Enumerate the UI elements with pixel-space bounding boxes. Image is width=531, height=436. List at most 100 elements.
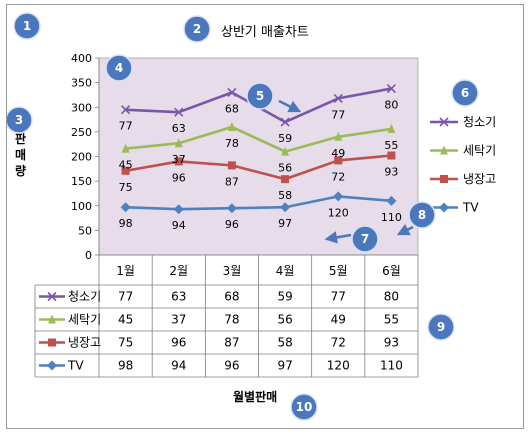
annotation-arrows — [278, 99, 414, 244]
table-cell: 55 — [384, 313, 399, 327]
data-label: 93 — [384, 166, 398, 179]
y-axis-label-char: 매 — [15, 147, 26, 162]
callout-8: 8 — [408, 201, 436, 229]
data-label: 77 — [119, 120, 133, 133]
callout-6: 6 — [451, 79, 479, 107]
data-point — [121, 166, 130, 175]
table-cell: 37 — [171, 313, 186, 327]
x-tick-label: 6월 — [382, 264, 401, 278]
callout-9: 9 — [427, 313, 455, 341]
data-point — [281, 146, 290, 156]
table-cell: 93 — [384, 336, 399, 350]
table-row: TV 98 94 96 97 120 110 — [39, 359, 403, 373]
table-cell: 45 — [118, 313, 133, 327]
callout-number: 10 — [296, 400, 313, 414]
data-point — [386, 195, 397, 206]
data-label: 75 — [119, 181, 133, 194]
data-point — [281, 175, 290, 184]
chart-title: 상반기 매출차트 — [221, 25, 309, 40]
arrow-8 — [396, 223, 414, 236]
callout-number: 6 — [461, 86, 469, 100]
y-tick-label: 0 — [85, 249, 92, 262]
y-axis-label-char: 판 — [15, 131, 26, 146]
data-label: 110 — [381, 211, 402, 224]
table-cell: 58 — [277, 336, 292, 350]
table-row: 세탁기 45 37 78 56 49 55 — [39, 313, 399, 327]
data-label: 94 — [172, 219, 186, 232]
data-label: 63 — [172, 122, 186, 135]
data-label: 120 — [328, 206, 349, 219]
legend-label: TV — [462, 201, 479, 215]
data-label: 97 — [278, 217, 292, 230]
data-point — [334, 131, 343, 141]
callout-number: 8 — [418, 208, 426, 222]
table-row-name: 세탁기 — [68, 313, 101, 327]
table-cell: 87 — [224, 336, 239, 350]
series-TV — [120, 191, 397, 215]
table-cell: 120 — [327, 359, 350, 373]
data-label: 96 — [172, 171, 186, 184]
table-cell: 75 — [118, 336, 133, 350]
data-label: 87 — [225, 175, 239, 188]
table-row-name: 청소기 — [68, 290, 101, 304]
series-line — [125, 154, 392, 181]
series-line — [125, 195, 392, 211]
arrow-5 — [278, 99, 302, 113]
callout-10: 10 — [290, 393, 318, 421]
x-tick-label: 5월 — [329, 264, 348, 278]
table-cell: 98 — [118, 359, 133, 373]
callout-2: 2 — [183, 15, 211, 43]
x-tick-label: 2월 — [169, 264, 188, 278]
table-cell: 77 — [331, 290, 346, 304]
x-axis-label: 월별판매 — [233, 389, 277, 404]
legend-item: 청소기 — [430, 115, 496, 129]
data-point — [174, 138, 183, 148]
callout-number: 2 — [193, 22, 201, 36]
legend-item: 냉장고 — [430, 172, 496, 186]
y-tick-label: 200 — [71, 151, 92, 164]
data-label: 37 — [172, 153, 186, 166]
callout-number: 5 — [256, 89, 264, 103]
table-cell: 94 — [171, 359, 186, 373]
data-point — [280, 117, 290, 127]
series-냉장고 — [121, 151, 396, 184]
data-point — [226, 203, 237, 214]
data-point — [227, 161, 236, 170]
data-point — [280, 202, 291, 213]
table-cell: 80 — [384, 290, 399, 304]
y-axis-label: 판매량 — [15, 131, 26, 178]
data-point — [174, 157, 183, 166]
callout-4: 4 — [105, 54, 133, 82]
table-cell: 49 — [331, 313, 346, 327]
callout-number: 7 — [361, 232, 369, 246]
data-point — [387, 123, 396, 133]
data-label: 45 — [119, 159, 133, 172]
data-label: 58 — [278, 189, 292, 202]
data-point — [121, 105, 131, 115]
series-세탁기 — [121, 121, 396, 156]
data-point — [333, 191, 344, 202]
callout-number: 3 — [15, 113, 23, 127]
y-tick-label: 400 — [71, 52, 92, 65]
y-tick-label: 150 — [71, 175, 92, 188]
data-point — [121, 143, 130, 153]
data-label: 80 — [384, 99, 398, 112]
table-cell: 96 — [224, 359, 239, 373]
y-tick-label: 250 — [71, 126, 92, 139]
arrow-7 — [324, 231, 352, 244]
legend-label: 청소기 — [463, 115, 496, 129]
callout-1: 1 — [13, 12, 41, 40]
table-row-name: 냉장고 — [68, 336, 101, 350]
x-tick-label: 3월 — [223, 264, 242, 278]
y-tick-label: 50 — [78, 224, 92, 237]
table-cell: 77 — [118, 290, 133, 304]
y-axis-label-char: 량 — [15, 164, 26, 178]
table-row: 청소기 77 63 68 59 77 80 — [39, 290, 399, 304]
callout-number: 1 — [23, 19, 31, 33]
data-label: 72 — [331, 170, 345, 183]
data-label: 68 — [225, 102, 239, 115]
legend-label: 냉장고 — [463, 172, 496, 186]
data-point — [227, 87, 237, 98]
